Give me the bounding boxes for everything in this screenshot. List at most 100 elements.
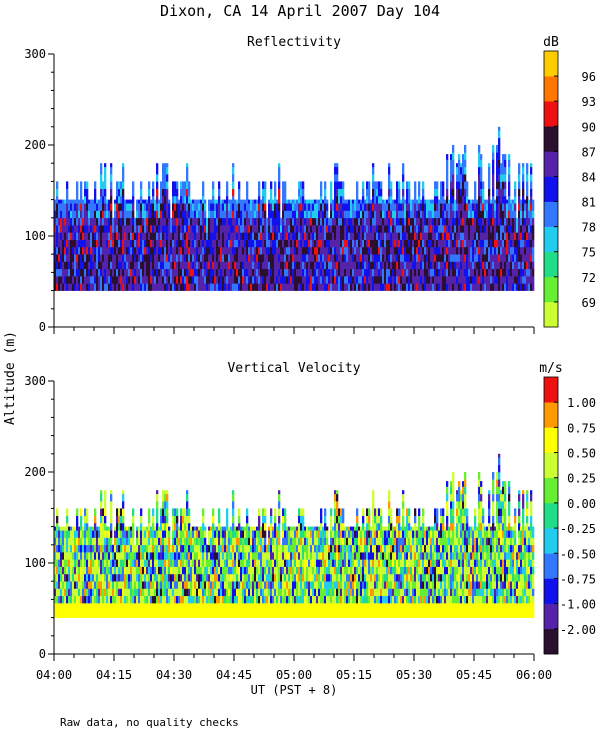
heatmap-cell bbox=[170, 610, 173, 618]
heatmap-cell bbox=[352, 239, 355, 248]
heatmap-cell bbox=[416, 246, 419, 255]
heatmap-cell bbox=[238, 559, 241, 567]
heatmap-cell bbox=[232, 203, 235, 211]
heatmap-cell bbox=[164, 188, 167, 197]
heatmap-cell bbox=[106, 526, 109, 531]
heatmap-cell bbox=[68, 199, 71, 204]
heatmap-cell bbox=[254, 246, 257, 255]
heatmap-cell bbox=[296, 246, 299, 255]
heatmap-cell bbox=[396, 283, 399, 291]
heatmap-cell bbox=[508, 217, 511, 226]
heatmap-cell bbox=[228, 246, 231, 255]
heatmap-cell bbox=[316, 254, 319, 262]
heatmap-cell bbox=[332, 239, 335, 248]
heatmap-cell bbox=[86, 610, 89, 618]
heatmap-cell bbox=[374, 217, 377, 226]
heatmap-cell bbox=[112, 573, 115, 582]
heatmap-cell bbox=[450, 154, 453, 160]
heatmap-cell bbox=[256, 581, 259, 589]
heatmap-cell bbox=[272, 254, 275, 262]
heatmap-cell bbox=[452, 210, 455, 219]
heatmap-cell bbox=[174, 581, 177, 589]
heatmap-cell bbox=[246, 210, 249, 219]
heatmap-cell bbox=[156, 232, 159, 240]
heatmap-cell bbox=[452, 166, 455, 175]
heatmap-cell bbox=[118, 603, 121, 611]
heatmap-cell bbox=[74, 232, 77, 240]
heatmap-cell bbox=[202, 261, 205, 270]
heatmap-cell bbox=[140, 508, 143, 516]
heatmap-cell bbox=[468, 199, 471, 204]
heatmap-cell bbox=[316, 239, 319, 248]
heatmap-cell bbox=[370, 203, 373, 211]
heatmap-cell bbox=[468, 276, 471, 284]
heatmap-cell bbox=[352, 203, 355, 211]
heatmap-cell bbox=[204, 566, 207, 575]
heatmap-cell bbox=[56, 573, 59, 582]
heatmap-cell bbox=[156, 493, 159, 502]
heatmap-cell bbox=[160, 588, 163, 597]
heatmap-cell bbox=[276, 203, 279, 211]
heatmap-cell bbox=[136, 573, 139, 582]
heatmap-cell bbox=[512, 276, 515, 284]
heatmap-cell bbox=[124, 603, 127, 611]
heatmap-cell bbox=[372, 283, 375, 291]
heatmap-cell bbox=[484, 254, 487, 262]
heatmap-cell bbox=[264, 246, 267, 255]
heatmap-cell bbox=[392, 210, 395, 219]
heatmap-cell bbox=[80, 552, 83, 560]
heatmap-cell bbox=[390, 210, 393, 219]
heatmap-cell bbox=[110, 573, 113, 582]
heatmap-cell bbox=[122, 515, 125, 524]
heatmap-cell bbox=[122, 581, 125, 589]
heatmap-cell bbox=[110, 559, 113, 567]
heatmap-cell bbox=[76, 217, 79, 226]
heatmap-cell bbox=[200, 283, 203, 291]
heatmap-cell bbox=[498, 276, 501, 284]
heatmap-cell bbox=[514, 203, 517, 211]
heatmap-cell bbox=[498, 232, 501, 240]
heatmap-cell bbox=[522, 283, 525, 291]
heatmap-cell bbox=[100, 530, 103, 538]
heatmap-cell bbox=[226, 276, 229, 284]
heatmap-cell bbox=[160, 246, 163, 255]
heatmap-cell bbox=[210, 203, 213, 211]
heatmap-cell bbox=[122, 195, 125, 204]
heatmap-cell bbox=[140, 581, 143, 589]
heatmap-cell bbox=[168, 246, 171, 255]
heatmap-cell bbox=[66, 217, 69, 226]
heatmap-cell bbox=[70, 232, 73, 240]
heatmap-cell bbox=[340, 188, 343, 197]
heatmap-cell bbox=[138, 225, 141, 233]
heatmap-cell bbox=[176, 217, 179, 226]
heatmap-cell bbox=[414, 268, 417, 277]
heatmap-cell bbox=[208, 544, 211, 553]
heatmap-cell bbox=[182, 515, 185, 524]
heatmap-cell bbox=[360, 199, 363, 204]
heatmap-cell bbox=[102, 239, 105, 248]
heatmap-cell bbox=[68, 537, 71, 546]
heatmap-cell bbox=[124, 595, 127, 604]
heatmap-cell bbox=[184, 276, 187, 284]
heatmap-cell bbox=[372, 254, 375, 262]
heatmap-cell bbox=[510, 283, 513, 291]
heatmap-cell bbox=[158, 581, 161, 589]
heatmap-cell bbox=[242, 544, 245, 553]
y-tick-label: 300 bbox=[24, 47, 46, 61]
heatmap-cell bbox=[406, 283, 409, 291]
heatmap-cell bbox=[108, 261, 111, 270]
heatmap-cell bbox=[262, 239, 265, 248]
heatmap-cell bbox=[90, 232, 93, 240]
heatmap-cell bbox=[462, 195, 465, 204]
heatmap-cell bbox=[502, 159, 505, 168]
heatmap-cell bbox=[446, 276, 449, 284]
heatmap-cell bbox=[250, 261, 253, 270]
heatmap-cell bbox=[328, 276, 331, 284]
heatmap-cell bbox=[148, 530, 151, 538]
heatmap-cell bbox=[382, 225, 385, 233]
heatmap-cell bbox=[260, 268, 263, 277]
heatmap-cell bbox=[108, 268, 111, 277]
heatmap-cell bbox=[160, 537, 163, 546]
heatmap-cell bbox=[152, 573, 155, 582]
heatmap-cell bbox=[340, 232, 343, 240]
